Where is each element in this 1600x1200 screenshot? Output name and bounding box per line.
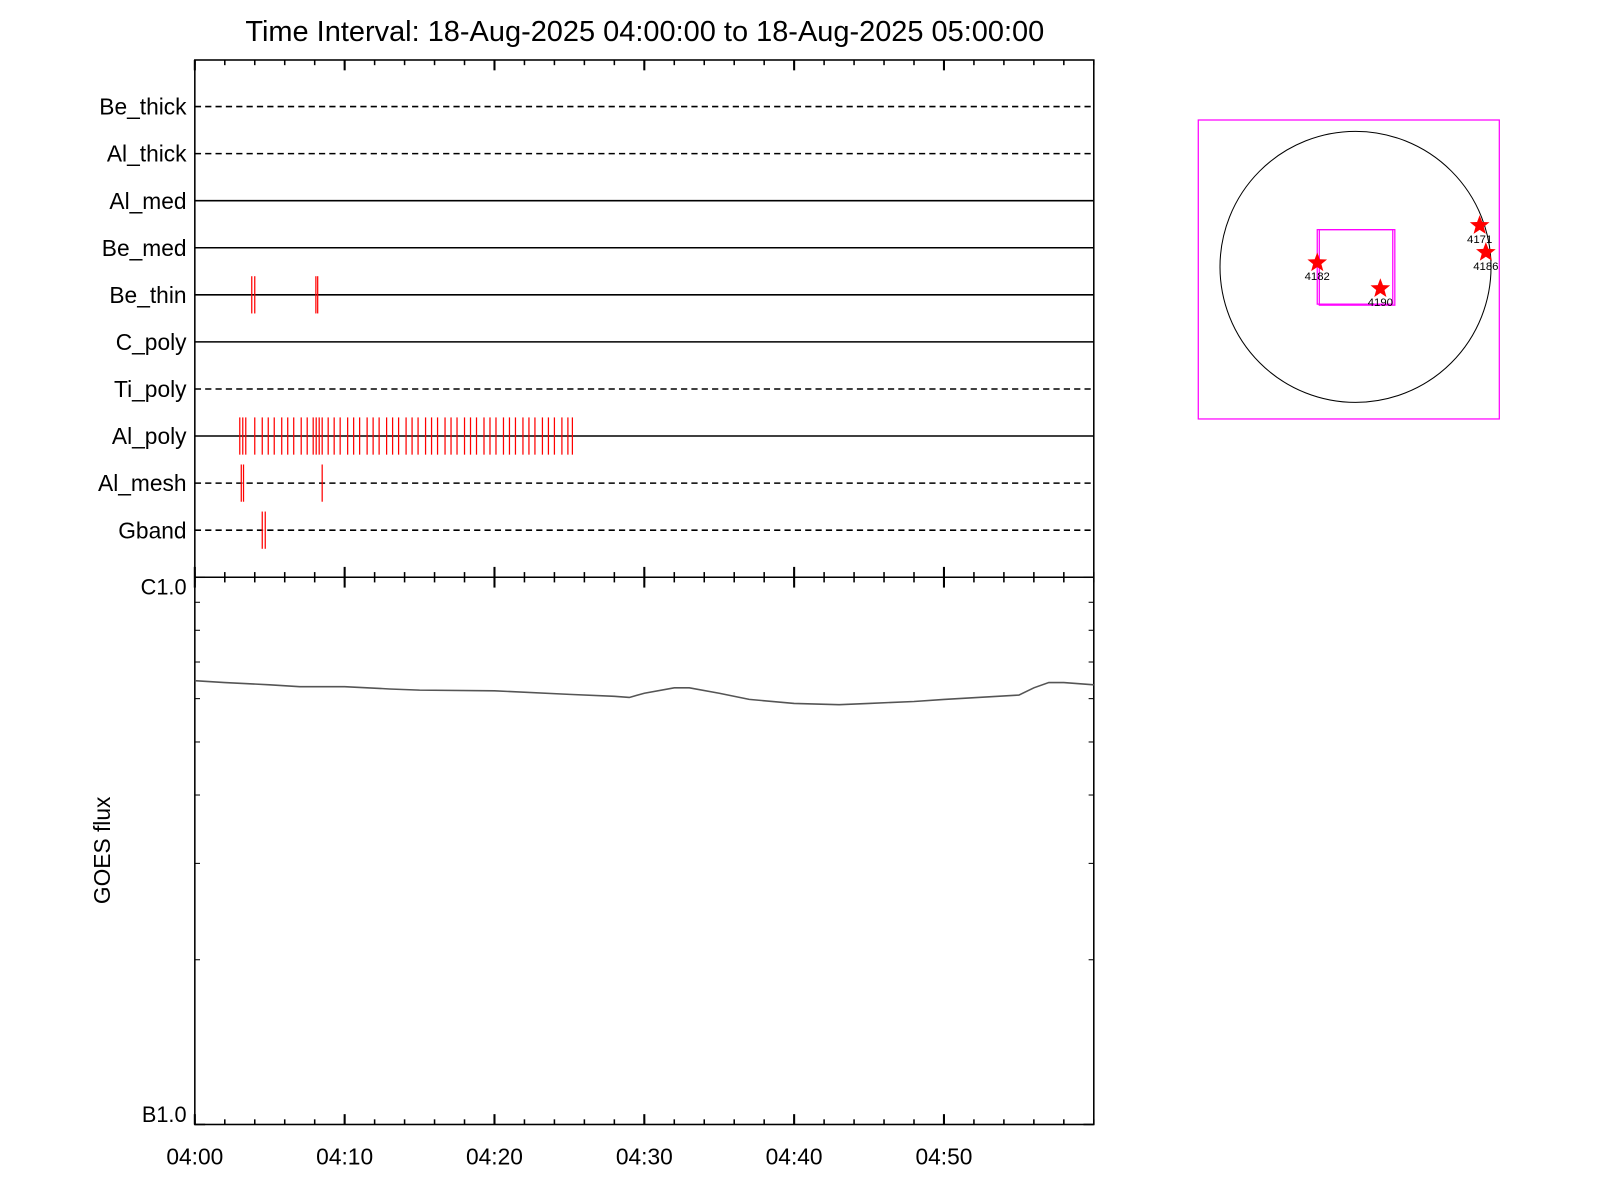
field-of-view: [1197, 119, 1500, 420]
active-region-star: [1469, 215, 1490, 234]
chart-title: Time Interval: 18-Aug-2025 04:00:00 to 1…: [245, 16, 1044, 48]
y-tick-label: C1.0: [141, 574, 187, 599]
active-region-star: [1476, 242, 1496, 261]
active-region-label: 4186: [1473, 261, 1498, 273]
filter-label: Al_mesh: [98, 470, 187, 496]
sun-map: 4182 4190 4171 4186: [1197, 119, 1500, 420]
filter-label: Al_thick: [107, 141, 187, 167]
active-region-label: 4171: [1467, 234, 1492, 246]
x-tick-label: 04:20: [466, 1144, 523, 1170]
solar-disk: [1219, 130, 1492, 403]
filter-label: Ti_poly: [114, 376, 187, 402]
plot-frame: [194, 59, 1095, 1126]
active-region-label: 4190: [1368, 297, 1393, 309]
filter-label: Be_thin: [109, 282, 186, 308]
x-tick-label: 04:40: [766, 1144, 823, 1170]
filter-label: Al_poly: [112, 423, 187, 449]
filter-label: Al_med: [109, 188, 186, 214]
filter-label: Be_med: [102, 235, 187, 261]
goes-flux-line: [194, 679, 1094, 706]
filter-label: C_poly: [116, 329, 187, 355]
filter-label: Gband: [118, 517, 186, 543]
y-axis-label: GOES flux: [89, 796, 115, 904]
y-tick-label: B1.0: [142, 1102, 187, 1127]
x-tick-label: 04:50: [915, 1144, 972, 1170]
active-region-star: [1307, 252, 1328, 272]
active-region-label: 4182: [1305, 271, 1330, 283]
x-tick-label: 04:30: [616, 1144, 673, 1170]
x-tick-label: 04:00: [166, 1144, 223, 1170]
x-tick-label: 04:10: [316, 1144, 373, 1170]
filter-label: Be_thick: [99, 94, 187, 120]
active-region-star: [1370, 278, 1391, 297]
